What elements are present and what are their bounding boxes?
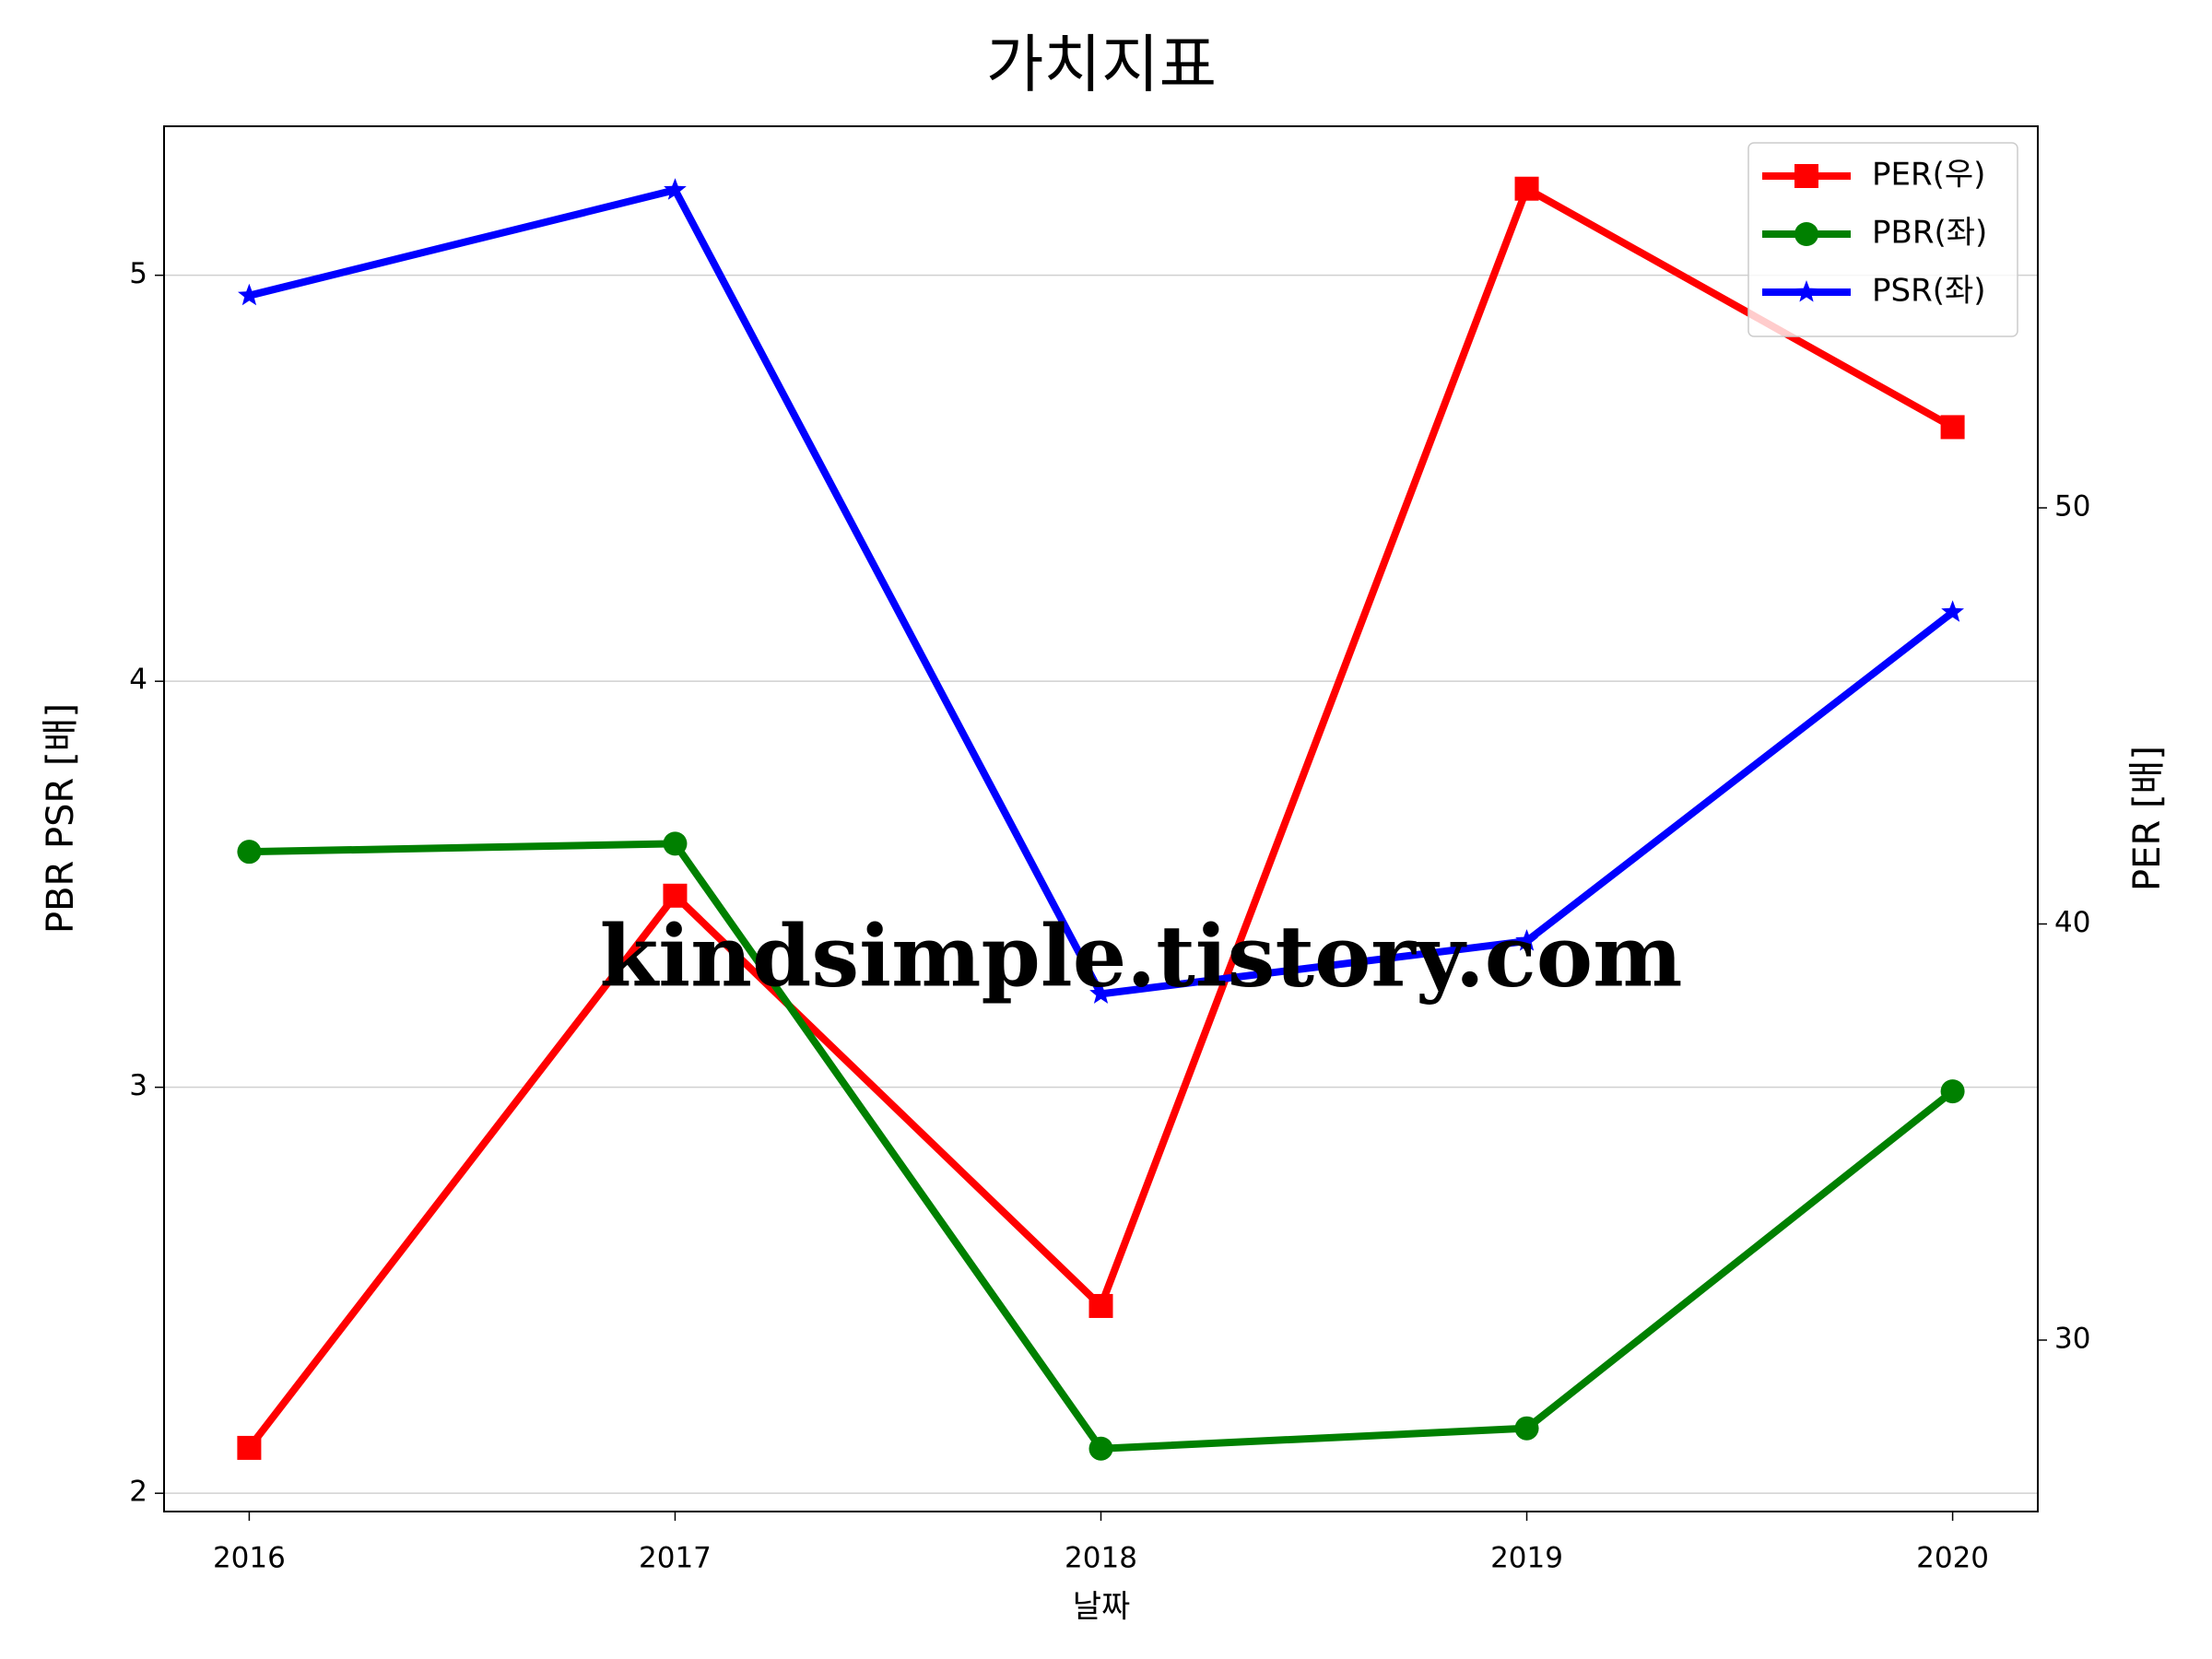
marker (1940, 415, 1965, 440)
marker (1514, 1416, 1539, 1441)
marker (663, 883, 688, 908)
marker (664, 178, 687, 200)
y2-tick-label: 50 (2054, 490, 2090, 524)
y-tick-label: 5 (129, 257, 147, 290)
x-tick-label: 2018 (1065, 1542, 1137, 1575)
legend-marker (1794, 222, 1818, 246)
series (238, 178, 1964, 1004)
marker (1940, 1079, 1965, 1104)
marker (1088, 1293, 1113, 1318)
y2-tick-label: 40 (2054, 906, 2090, 939)
y-tick-label: 4 (129, 664, 147, 697)
legend-label: PER(우) (1872, 157, 1985, 194)
x-tick-label: 2017 (639, 1542, 712, 1575)
marker (663, 831, 688, 856)
y2-tick-label: 30 (2054, 1322, 2090, 1355)
data-line (246, 184, 1955, 1451)
plot-frame (163, 125, 2039, 1512)
y2-axis-label: PER [배] (2126, 746, 2169, 891)
legend-label: PSR(좌) (1872, 273, 1986, 310)
y-tick-label: 2 (129, 1476, 147, 1509)
marker (1515, 929, 1538, 951)
marker (238, 283, 261, 306)
marker (1088, 1436, 1113, 1461)
legend-marker (1794, 280, 1818, 302)
marker (237, 1435, 262, 1460)
legend-box (1747, 142, 2018, 337)
y-axis-label: PBR PSR [배] (40, 703, 82, 934)
y-tick-label: 3 (129, 1069, 147, 1102)
legend-label: PBR(좌) (1872, 215, 1987, 252)
marker (1089, 982, 1112, 1004)
legend-marker (1794, 164, 1818, 188)
data-line (248, 186, 1956, 998)
series (237, 176, 1965, 1460)
x-tick-label: 2016 (213, 1542, 286, 1575)
legend: PER(우) PBR(좌) PSR(좌) (1747, 142, 2018, 337)
x-axis-label: 날짜 (1073, 1589, 1131, 1626)
marker (237, 840, 262, 865)
x-tick-label: 2019 (1490, 1542, 1563, 1575)
x-tick-label: 2020 (1916, 1542, 1989, 1575)
watermark: kindsimple.tistory.com (599, 907, 1682, 1006)
series (237, 831, 1965, 1461)
marker (1514, 176, 1539, 201)
chart-title: 가치지표 (986, 29, 1217, 102)
marker (1941, 600, 1964, 622)
